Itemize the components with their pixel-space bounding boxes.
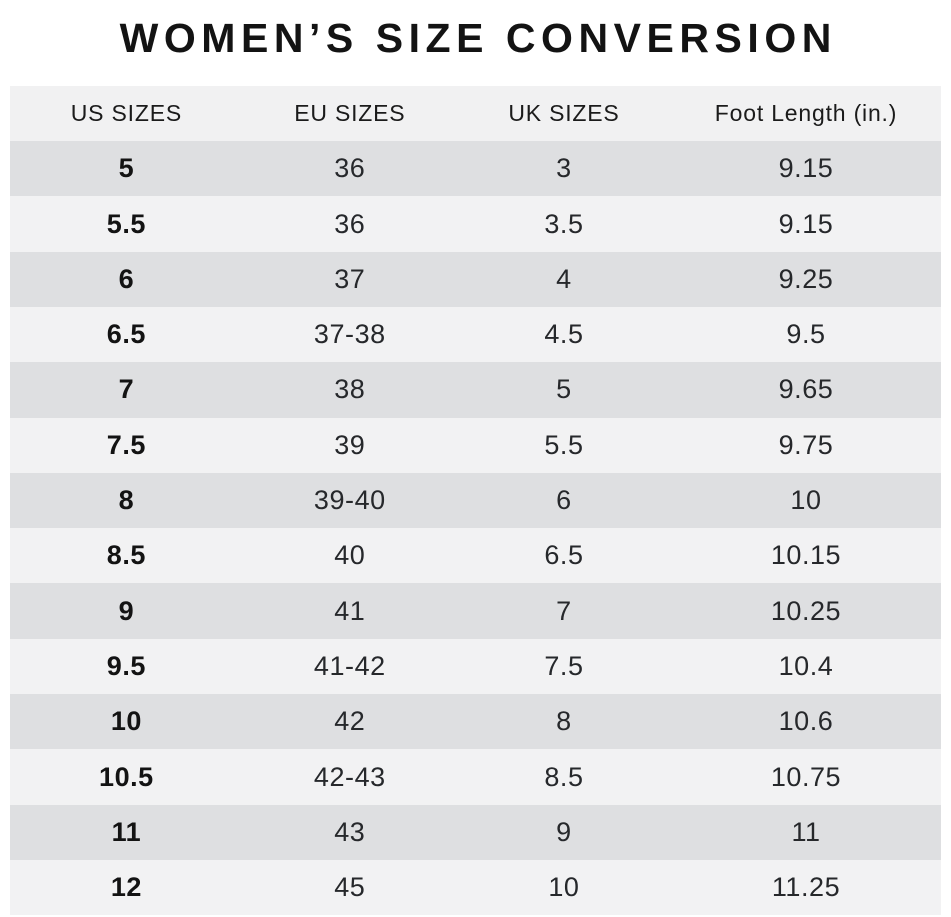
table-cell: 11: [791, 816, 821, 847]
table-row: 12 45 10 11.25: [10, 859, 941, 916]
table-cell: 5.5: [106, 208, 146, 239]
table-row: 9 41 7 10.25: [10, 583, 941, 639]
table-cell: 8: [556, 706, 572, 737]
table-cell: 10.75: [770, 761, 842, 792]
table-cell: 5: [118, 153, 135, 184]
table-cell: 9: [556, 816, 572, 847]
table-cell: 6.5: [544, 540, 584, 571]
table-row: 5 36 3 9.15: [10, 141, 941, 197]
column-header-us-sizes: US SIZES: [70, 100, 182, 127]
table-cell: 10: [790, 485, 822, 516]
table-cell: 41-42: [313, 650, 386, 681]
table-cell: 3.5: [544, 208, 584, 239]
table-cell: 6.5: [106, 319, 146, 350]
table-cell: 3: [556, 153, 572, 184]
table-cell: 7: [118, 374, 135, 405]
table-cell: 10.5: [99, 761, 154, 792]
table-cell: 43: [334, 816, 366, 847]
table-row: 10.5 42-43 8.5 10.75: [10, 749, 941, 805]
table-cell: 7: [556, 595, 572, 626]
table-cell: 9.25: [778, 263, 834, 294]
table-cell: 45: [334, 872, 366, 903]
table-cell: 38: [334, 374, 366, 405]
column-header-eu-sizes: EU SIZES: [294, 100, 406, 127]
table-cell: 8.5: [544, 761, 584, 792]
table-cell: 10.4: [778, 650, 834, 681]
table-cell: 42-43: [313, 761, 386, 792]
table-cell: 5.5: [544, 429, 584, 460]
table-cell: 10: [548, 872, 580, 903]
table-cell: 40: [334, 540, 366, 571]
table-row: 5.5 36 3.5 9.15: [10, 196, 941, 252]
table-cell: 9.15: [778, 208, 834, 239]
table-body: 5 36 3 9.15 5.5 36 3.5 9.15 6 37 4 9.25 6.5 37-38 4.5 9…: [10, 141, 941, 916]
table-cell: 39: [334, 429, 366, 460]
table-cell: 9: [118, 595, 135, 626]
table-cell: 12: [110, 872, 142, 903]
table-cell: 7.5: [544, 650, 584, 681]
table-cell: 42: [334, 706, 366, 737]
table-cell: 9.65: [778, 374, 834, 405]
size-conversion-table: US SIZES EU SIZES UK SIZES Foot Length (…: [10, 86, 941, 916]
table-cell: 9.15: [778, 153, 834, 184]
table-cell: 10.6: [778, 706, 834, 737]
table-cell: 39-40: [313, 485, 386, 516]
table-cell: 10: [110, 706, 142, 737]
table-row: 9.5 41-42 7.5 10.4: [10, 638, 941, 695]
table-row: 8 39-40 6 10: [10, 472, 941, 529]
table-cell: 37-38: [313, 319, 386, 350]
table-row: 7.5 39 5.5 9.75: [10, 417, 941, 473]
column-header-foot-length: Foot Length (in.): [714, 100, 898, 127]
table-cell: 9.5: [106, 650, 146, 681]
table-cell: 6: [556, 485, 572, 516]
table-row: 11 43 9 11: [10, 804, 941, 860]
table-cell: 9.75: [778, 429, 834, 460]
table-header-row: US SIZES EU SIZES UK SIZES Foot Length (…: [10, 86, 941, 142]
table-cell: 10.25: [770, 595, 842, 626]
table-cell: 36: [334, 208, 366, 239]
table-row: 10 42 8 10.6: [10, 694, 941, 750]
table-row: 6 37 4 9.25: [10, 251, 941, 307]
table-cell: 4.5: [544, 319, 584, 350]
table-cell: 41: [334, 595, 366, 626]
table-cell: 10.15: [770, 540, 842, 571]
table-cell: 6: [118, 263, 135, 294]
table-row: 6.5 37-38 4.5 9.5: [10, 306, 941, 363]
table-cell: 9.5: [786, 319, 826, 350]
table-row: 8.5 40 6.5 10.15: [10, 528, 941, 584]
table-cell: 8.5: [106, 540, 146, 571]
table-cell: 5: [556, 374, 572, 405]
table-cell: 37: [334, 263, 366, 294]
table-cell: 8: [118, 485, 135, 516]
page-title: WOMEN’S SIZE CONVERSION: [119, 15, 837, 61]
table-cell: 7.5: [106, 429, 146, 460]
table-cell: 11: [111, 816, 142, 847]
table-row: 7 38 5 9.65: [10, 362, 941, 418]
table-cell: 4: [556, 263, 572, 294]
table-cell: 11.25: [771, 872, 841, 903]
column-header-uk-sizes: UK SIZES: [508, 100, 620, 127]
table-cell: 36: [334, 153, 366, 184]
